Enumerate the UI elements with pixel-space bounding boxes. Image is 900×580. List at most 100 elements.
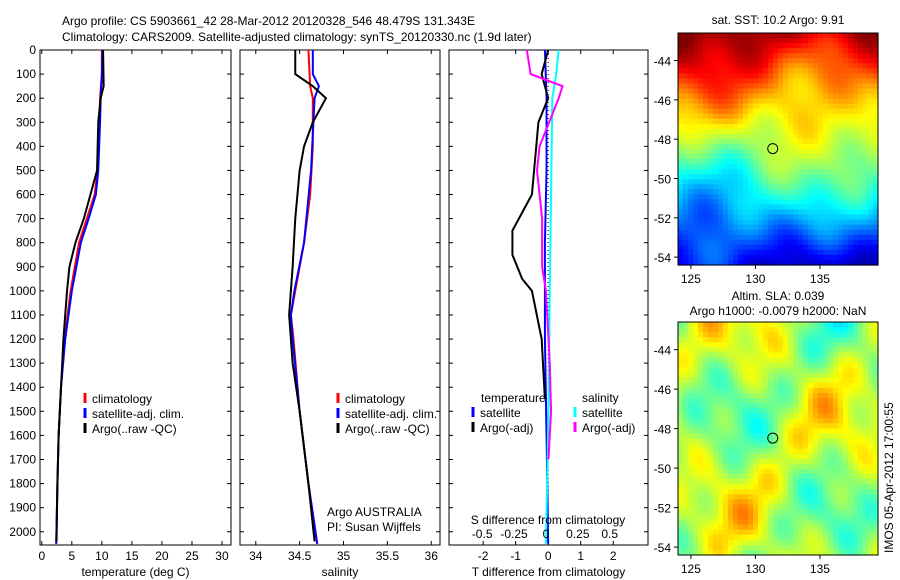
map-cell (723, 43, 729, 49)
map-cell (808, 244, 814, 251)
map-cell (753, 458, 759, 465)
map-cell (793, 133, 799, 140)
map-cell (758, 423, 764, 429)
map-cell (828, 423, 834, 429)
map-cell (843, 392, 849, 399)
map-cell (718, 458, 724, 465)
map-cell (843, 189, 849, 195)
map-cell (753, 514, 759, 521)
map-cell (768, 377, 774, 384)
map-cell (828, 484, 834, 490)
map-cell (693, 443, 699, 450)
map-cell (773, 357, 779, 364)
map-cell (793, 342, 799, 348)
map-cell (733, 38, 739, 44)
map-cell (683, 342, 689, 348)
map-cell (713, 234, 719, 241)
map-cell (853, 514, 859, 521)
map-cell (828, 387, 834, 394)
map-cell (793, 372, 799, 379)
map-cell (738, 504, 744, 511)
map-cell (703, 397, 709, 404)
y-tick-label: 1200 (9, 332, 36, 346)
map-cell (803, 194, 809, 201)
map-cell (753, 539, 759, 546)
map-cell (788, 48, 794, 54)
map-cell (708, 138, 714, 145)
map-cell (723, 479, 729, 485)
map-cell (783, 322, 789, 328)
map-cell (858, 534, 864, 541)
map-cell (843, 418, 849, 424)
map-cell (758, 128, 764, 135)
map-cell (718, 174, 724, 180)
map-cell (678, 159, 684, 165)
map-cell (838, 128, 844, 135)
map-cell (818, 108, 824, 115)
map-cell (743, 453, 749, 460)
map-cell (748, 377, 754, 384)
map-cell (693, 539, 699, 546)
map-cell (703, 68, 709, 74)
map-cell (858, 367, 864, 374)
map-cell (748, 143, 754, 150)
map-cell (718, 138, 724, 145)
map-cell (783, 352, 789, 359)
map-cell (843, 209, 849, 216)
map-cell (803, 159, 809, 165)
map-cell (728, 53, 734, 59)
map-cell (728, 138, 734, 145)
map-cell (863, 347, 869, 353)
map-cell (743, 184, 749, 190)
map-cell (758, 73, 764, 79)
map-cell (873, 123, 879, 130)
map-cell (808, 204, 814, 211)
map-cell (738, 239, 744, 246)
map-cell (798, 322, 804, 328)
map-cell (778, 229, 784, 236)
map-cell (783, 367, 789, 374)
map-cell (753, 534, 759, 541)
map-cell (808, 159, 814, 165)
map-cell (863, 524, 869, 531)
map-cell (798, 514, 804, 521)
map-cell (783, 357, 789, 364)
map-cell (728, 113, 734, 120)
map-cell (738, 479, 744, 485)
map-cell (808, 387, 814, 394)
map-cell (743, 322, 749, 328)
map-cell (693, 352, 699, 359)
map-cell (758, 504, 764, 511)
map-cell (863, 199, 869, 206)
map-cell (843, 199, 849, 206)
map-cell (713, 138, 719, 145)
map-cell (773, 509, 779, 516)
map-cell (703, 438, 709, 445)
map-cell (868, 123, 874, 130)
map-cell (723, 58, 729, 64)
map-cell (783, 68, 789, 74)
map-cell (678, 382, 684, 389)
map-cell (853, 189, 859, 195)
map-cell (818, 448, 824, 455)
map-cell (783, 234, 789, 241)
x-tick-label: 25 (185, 549, 199, 563)
map-cell (733, 209, 739, 216)
map-cell (778, 322, 784, 328)
map-cell (783, 448, 789, 455)
map-cell (868, 428, 874, 435)
map-cell (803, 199, 809, 206)
map-cell (788, 249, 794, 256)
map-cell (818, 332, 824, 338)
map-cell (778, 403, 784, 409)
map-cell (738, 174, 744, 180)
map-cell (698, 534, 704, 541)
map-cell (828, 98, 834, 105)
map-cell (678, 108, 684, 115)
map-cell (833, 219, 839, 226)
map-cell (818, 438, 824, 445)
map-cell (833, 387, 839, 394)
map-cell (773, 93, 779, 100)
map-cell (798, 179, 804, 185)
map-cell (763, 392, 769, 399)
